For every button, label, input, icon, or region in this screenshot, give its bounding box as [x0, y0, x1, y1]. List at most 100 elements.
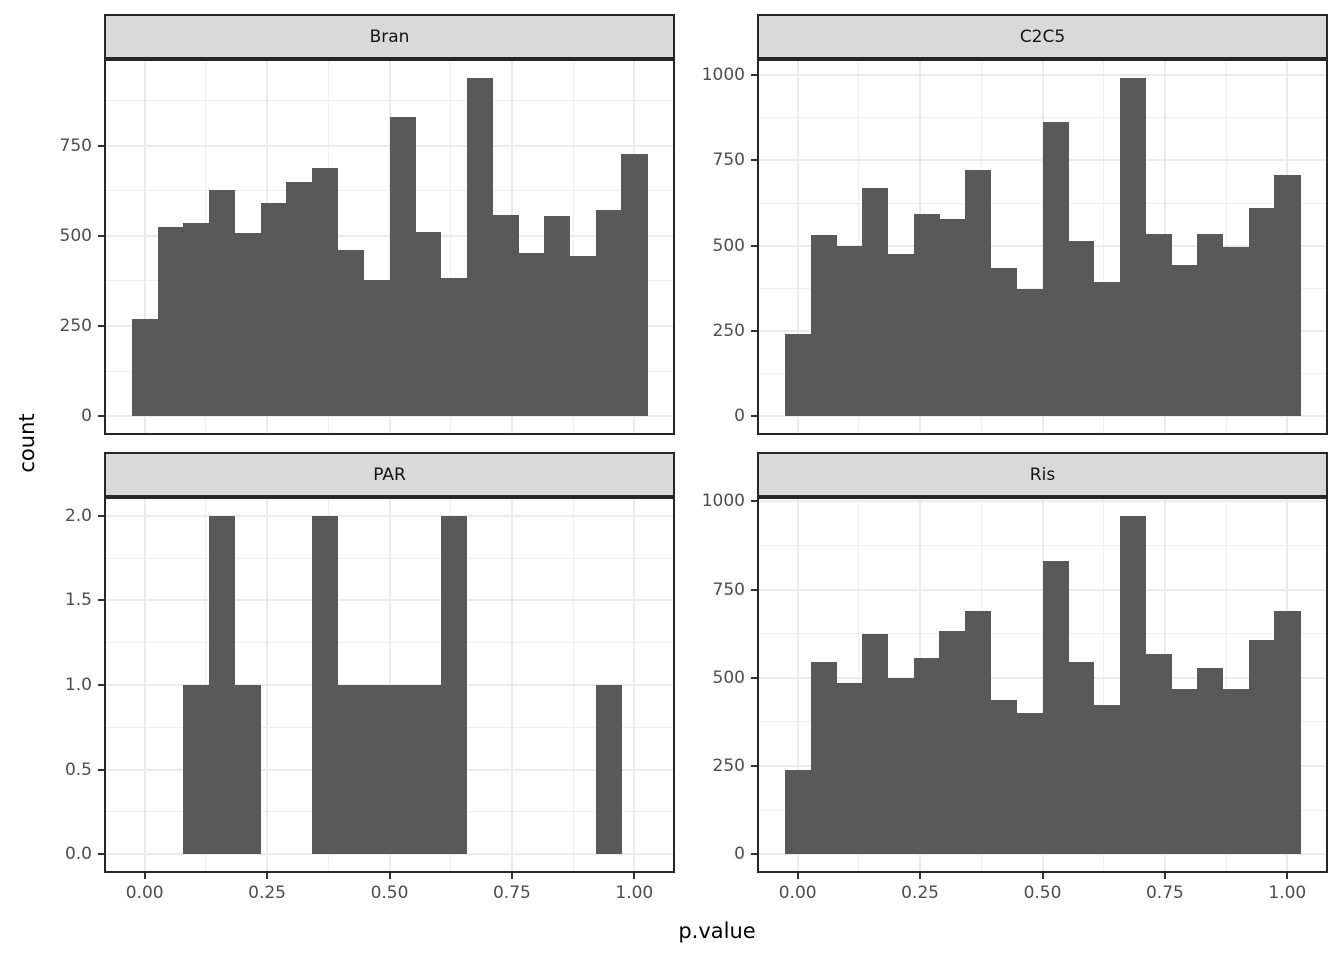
y-axis-tick-label: 750 [712, 150, 745, 171]
gridline-minor-x [1103, 61, 1105, 433]
gridline-major-y [759, 853, 1326, 856]
histogram-bar [337, 685, 365, 855]
y-axis-tick-label: 0 [734, 844, 745, 865]
histogram-bar [621, 154, 648, 417]
histogram-bar [1119, 515, 1146, 855]
x-axis-tick-label: 0.00 [778, 883, 817, 903]
histogram-bar [1094, 704, 1121, 855]
gridline-minor-x [572, 61, 574, 433]
gridline-minor-x [1103, 499, 1105, 871]
facet-panel-ris [757, 497, 1328, 873]
histogram-bar [1222, 688, 1250, 855]
histogram-bar [939, 219, 966, 417]
x-axis-title: p.value [678, 919, 794, 955]
x-axis-tick-label: 1.00 [1268, 883, 1307, 903]
histogram-bar [363, 685, 390, 855]
y-axis-tick-label: 1000 [701, 491, 745, 512]
x-axis-tick [510, 873, 513, 879]
y-axis-tick-label: 250 [712, 320, 745, 341]
y-axis-tick [751, 588, 757, 591]
histogram-bar [810, 235, 837, 417]
histogram-bar [441, 278, 468, 417]
histogram-bar [1197, 233, 1224, 417]
histogram-bar [1016, 288, 1043, 417]
histogram-bar [1171, 689, 1198, 855]
y-axis-tick-label: 1.5 [64, 590, 92, 611]
facet-strip-par: PAR [104, 452, 675, 497]
histogram-bar [183, 222, 210, 417]
histogram-bar [1042, 122, 1069, 417]
histogram-bar [965, 610, 992, 855]
gridline-major-y [106, 415, 673, 418]
histogram-bar [990, 700, 1018, 855]
gridline-major-y [759, 500, 1326, 503]
histogram-bar [836, 683, 863, 855]
x-axis-tick [796, 873, 799, 879]
y-axis-tick-label: 0.0 [64, 844, 92, 865]
y-axis-tick-label: 750 [712, 579, 745, 600]
facet-strip-bran: Bran [104, 14, 675, 59]
x-axis-tick [1163, 873, 1166, 879]
histogram-bar [337, 249, 365, 417]
histogram-bar [1042, 561, 1069, 855]
y-axis-tick [751, 244, 757, 247]
histogram-bar [131, 318, 158, 417]
histogram-bar [990, 267, 1018, 417]
histogram-bar [1145, 654, 1172, 855]
histogram-bar [260, 203, 287, 417]
y-axis-title: count [15, 413, 86, 472]
y-axis-tick [751, 764, 757, 767]
facet-label: C2C5 [1019, 26, 1066, 47]
histogram-bar [492, 214, 519, 417]
gridline-major-y [106, 599, 673, 602]
facet-strip-c2c5: C2C5 [757, 14, 1328, 59]
histogram-bar [1274, 610, 1301, 855]
x-axis-tick-label: 0.50 [1023, 883, 1062, 903]
histogram-bar [1248, 208, 1275, 417]
histogram-bar [389, 116, 416, 417]
facet-strip-ris: Ris [757, 452, 1328, 497]
y-axis-tick [751, 159, 757, 162]
y-axis-tick [751, 415, 757, 418]
histogram-bar [209, 190, 236, 417]
facet-panel-bran [104, 59, 675, 435]
x-axis-tick-label: 0.25 [248, 883, 286, 903]
gridline-major-x [796, 61, 799, 433]
x-axis-tick [1286, 873, 1289, 879]
x-axis-tick [143, 873, 146, 879]
histogram-bar [209, 515, 236, 855]
facet-label: PAR [373, 464, 406, 485]
y-axis-tick-label: 250 [712, 755, 745, 776]
gridline-minor-x [1225, 499, 1227, 871]
y-axis-tick-label: 0.5 [64, 759, 92, 780]
histogram-bar [887, 677, 915, 855]
y-axis-tick-label: 500 [59, 225, 92, 246]
y-axis-tick [98, 324, 104, 327]
x-axis-tick [266, 873, 269, 879]
histogram-bar [183, 685, 210, 855]
histogram-bar [466, 77, 493, 417]
histogram-bar [595, 210, 622, 417]
facet-panel-c2c5 [757, 59, 1328, 435]
histogram-bar [965, 170, 992, 417]
histogram-bar [1094, 281, 1121, 417]
histogram-bar [913, 213, 940, 417]
histogram-bar [1119, 77, 1146, 417]
gridline-minor-x [450, 61, 452, 433]
y-axis-tick [751, 329, 757, 332]
histogram-bar [415, 232, 442, 417]
histogram-bar [1145, 233, 1172, 417]
histogram-bar [312, 515, 339, 855]
histogram-bar [784, 769, 811, 855]
histogram-bar [312, 167, 339, 417]
y-axis-tick [98, 599, 104, 602]
x-axis-tick [919, 873, 922, 879]
histogram-bar [810, 662, 837, 855]
x-axis-title-text: p.value [678, 919, 756, 943]
y-axis-tick-label: 2.0 [64, 505, 92, 526]
facet-ris: Ris 0 250 500 750 1000 0.00 0.25 0.50 0.75 1.00 [702, 452, 1328, 903]
histogram-bar [862, 187, 889, 417]
y-axis-tick [98, 853, 104, 856]
y-axis-tick [98, 415, 104, 418]
